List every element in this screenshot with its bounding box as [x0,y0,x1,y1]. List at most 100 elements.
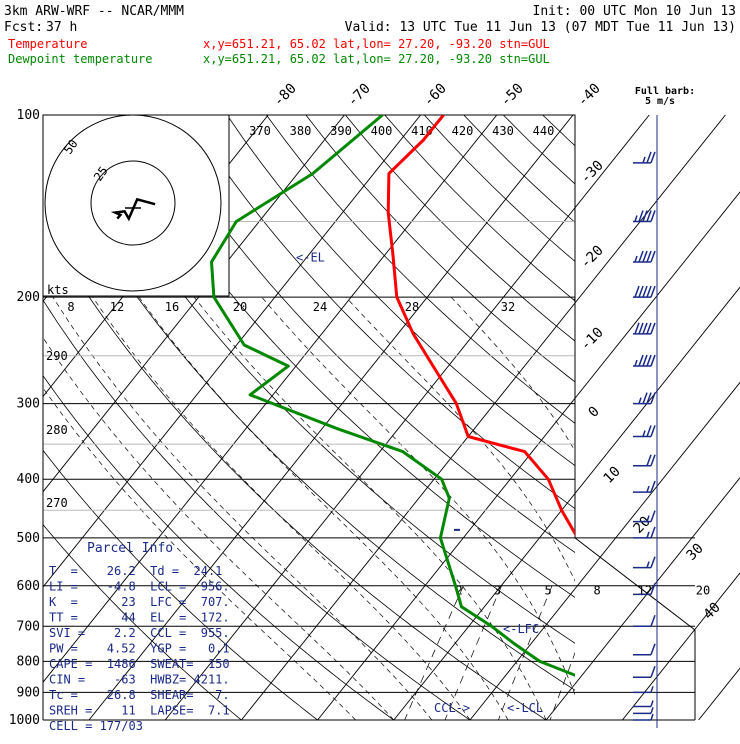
wind-barb-flag [643,355,647,366]
dewpoint-location: x,y=651.21, 65.02 lat,lon= 27.20, -93.20… [203,52,550,66]
isotherm-line [241,115,725,720]
parcel-info-row: SREH = 11 LAPSE= 7.1 [49,704,230,718]
parcel-info-row: K = 23 LFC = 707. [49,595,230,609]
dry-adiabat [424,115,740,720]
forecast-hour: 37 h [46,20,77,35]
el-marker: <-EL [296,250,325,264]
hodograph-scale-label: 28 [405,300,419,314]
theta-label: 370 [249,124,271,138]
pressure-label: 900 [17,685,40,700]
parcel-info-row: TT = 44 EL = 172. [49,611,230,625]
wind-barb-flag [651,557,655,568]
isotherm-label: -50 [498,81,527,110]
hodograph-scale-label: 12 [110,300,124,314]
wind-barbs [633,115,657,728]
mixing-ratio-line [550,586,601,720]
wind-barb-flag [651,211,655,222]
dry-adiabat [701,115,740,720]
isotherm-label: 0 [586,404,603,421]
wind-barb-half [651,707,653,713]
wind-barb-half [635,256,637,262]
wind-barb-flag [643,393,647,404]
wind-barb-flag [651,286,655,297]
wind-barb-flag [643,211,647,222]
wind-barb-flag [651,481,655,492]
hodograph-scale-label: 24 [313,300,327,314]
theta-label: 420 [452,124,474,138]
wind-barb-flag [651,644,655,655]
parcel-info-row: T = 26.2 Td = 24.1 [49,564,222,578]
isotherm-label: -60 [421,81,450,110]
dewpoint-line [212,115,656,717]
forecast-label: Fcst: [4,20,43,35]
wind-barb-flag [635,286,639,297]
moist-adiabat [262,297,585,720]
moist-adiabat [346,297,623,720]
pressure-label: 500 [17,531,40,546]
wind-barb-flag [651,323,655,334]
wind-barb-half [635,216,637,222]
dry-adiabat [661,115,740,720]
wind-barb-flag [651,666,655,677]
isotherm-line [622,115,740,720]
isotherm-label: 40 [701,600,724,623]
parcel-info-row: CAPE = 1486 SWEAT= 150 [49,657,230,671]
wind-barb-flag [647,393,651,404]
isotherm-label: -10 [578,325,607,354]
parcel-info-row: CIN = -63 HWBZ= 4211. [49,673,230,687]
wind-barb-flag [643,251,647,262]
isotherm-label: -20 [578,243,607,272]
adiabat-label: 280 [46,423,68,437]
parcel-info-row: LI = -4.8 LCL = 956. [49,580,230,594]
parcel-info-row: PW = 4.52 YGP = 0.1 [49,642,230,656]
ccl-marker: CCL-> [434,701,470,715]
wind-barb-flag [651,455,655,466]
wind-barb-flag [651,426,655,437]
wind-barb-half [651,714,653,720]
sounding-series [212,115,676,717]
wind-barb-flag [635,323,639,334]
wind-barb-flag [639,323,643,334]
dry-adiabat [582,115,740,720]
full-barb-value: 5 m/s [645,96,675,107]
wind-barb-flag [647,152,651,163]
isotherm-label: -40 [575,81,604,110]
theta-label: 390 [330,124,352,138]
lcl-marker: <-LCL [507,701,543,715]
mixing-ratio-line [405,586,464,720]
parcel-info-row: CELL = 177/03 [49,719,143,733]
wind-barb-flag [647,323,651,334]
init-time: Init: 00 UTC Mon 10 Jun 13 [533,4,737,19]
hodograph-scale-label: 32 [501,300,515,314]
mixing-ratio-label: 3 [494,583,501,597]
dry-adiabat [385,115,740,720]
pressure-label: 200 [17,290,40,305]
wind-barb-flag [647,355,651,366]
wind-barb-half [647,562,649,568]
wind-barb-half [643,431,645,437]
wind-barb-flag [639,355,643,366]
wind-barb-half [643,157,645,163]
wind-barb-flag [647,455,651,466]
wind-barb-half [635,360,637,366]
theta-label: 400 [371,124,393,138]
parcel-info-title: Parcel Info [87,541,173,556]
isotherm-label: -30 [578,158,607,187]
wind-barb-flag [651,152,655,163]
wind-barb-flag [651,251,655,262]
pressure-label: 800 [17,654,40,669]
pressure-label: 1000 [9,713,40,728]
theta-label: 440 [533,124,555,138]
wind-barb-flag [651,355,655,366]
isotherm-label: 20 [631,514,654,537]
pressure-label: 100 [17,108,40,123]
model-title: 3km ARW-WRF -- NCAR/MMM [4,4,184,19]
pressure-label: 300 [17,397,40,412]
moist-adiabat [194,297,546,720]
wind-barb-flag [651,615,655,626]
temperature-legend: Temperature [8,37,87,51]
isotherm-label: 10 [601,464,624,487]
wind-barb-flag [643,286,647,297]
moist-adiabat [573,297,699,720]
